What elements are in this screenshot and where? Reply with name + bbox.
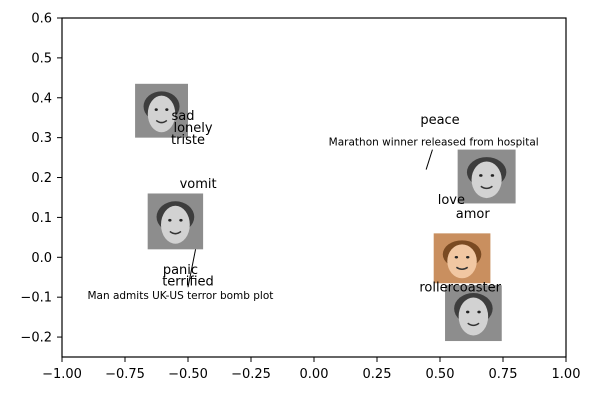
x-tick-label: −0.75	[105, 367, 145, 382]
laughing-boy-face-icon	[445, 285, 502, 342]
crying-baby-face-icon	[147, 193, 204, 250]
word-label: peace	[420, 113, 459, 128]
face-images	[135, 83, 516, 342]
word-label: vomit	[180, 177, 217, 192]
y-tick-label: 0.2	[31, 171, 52, 186]
smiling-woman-face-icon	[433, 233, 491, 284]
x-tick-label: 0.75	[489, 367, 518, 382]
x-tick-label: 1.00	[552, 367, 581, 382]
word-label: rollercoaster	[419, 281, 501, 296]
y-tick-label: −0.2	[20, 331, 52, 346]
word-label: terrified	[162, 275, 214, 290]
word-label: triste	[171, 133, 205, 148]
headline-label: Man admits UK-US terror bomb plot	[87, 290, 273, 302]
word-label: love	[438, 193, 465, 208]
y-tick-label: 0.6	[31, 12, 52, 27]
word-label: sad	[171, 109, 194, 124]
word-label: amor	[456, 207, 491, 222]
word-label: panic	[163, 263, 198, 278]
x-tick-label: −0.50	[168, 367, 208, 382]
y-tick-label: 0.0	[31, 251, 52, 266]
x-axis: −1.00 −0.75 −0.50 −0.25 0.00 0.25 0.50 0.75 1.00	[42, 357, 580, 382]
smiling-man-face-icon	[457, 149, 516, 204]
sad-woman-face-icon	[135, 83, 188, 138]
annotation-pointers	[187, 149, 433, 288]
x-tick-label: −0.25	[231, 367, 271, 382]
x-tick-label: 0.25	[363, 367, 392, 382]
headline-pointer	[425, 149, 433, 170]
headline-pointer	[187, 249, 197, 288]
word-label: lonely	[173, 121, 212, 136]
x-tick-label: 0.00	[300, 367, 329, 382]
y-tick-label: −0.1	[20, 291, 52, 306]
y-tick-label: 0.4	[31, 91, 52, 106]
x-tick-label: −1.00	[42, 367, 82, 382]
y-tick-label: 0.3	[31, 131, 52, 146]
y-tick-label: 0.5	[31, 51, 52, 66]
x-tick-label: 0.50	[426, 367, 455, 382]
headline-label: Marathon winner released from hospital	[329, 137, 539, 149]
y-axis: −0.2 −0.1 0.0 0.1 0.2 0.3 0.4 0.5 0.6	[20, 12, 62, 346]
y-tick-label: 0.1	[31, 211, 52, 226]
